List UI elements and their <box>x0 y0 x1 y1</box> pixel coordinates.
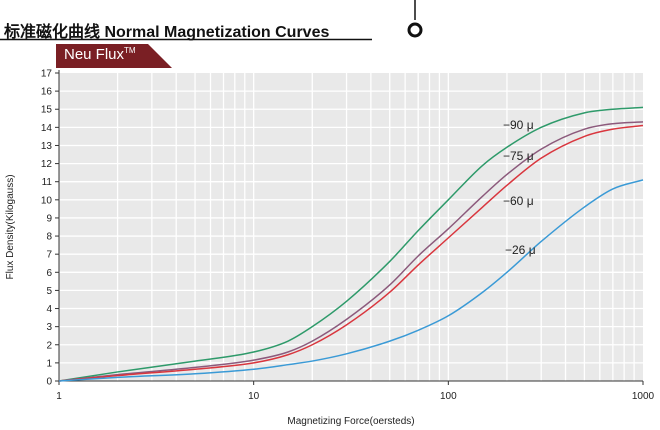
x-tick-label: 100 <box>440 391 457 402</box>
axes <box>58 70 643 382</box>
y-tick-label: 15 <box>41 105 53 116</box>
grid <box>59 73 643 381</box>
series-line <box>58 121 644 382</box>
brand-name: Neu FluxTM <box>64 46 136 63</box>
series-label: −75 μ <box>503 149 534 163</box>
y-tick-label: 7 <box>46 250 52 261</box>
y-tick-label: 16 <box>41 87 53 98</box>
y-tick-label: 10 <box>41 195 53 206</box>
brand-badge <box>56 44 172 68</box>
x-axis-label: Magnetizing Force(oersteds) <box>287 416 414 427</box>
plot-area <box>59 73 643 381</box>
trademark-mark: TM <box>124 46 136 55</box>
y-tick-label: 1 <box>46 358 52 369</box>
ring-icon <box>407 22 423 38</box>
x-tick-label: 10 <box>248 391 260 402</box>
y-tick-label: 2 <box>46 340 52 351</box>
series-label: −90 μ <box>503 118 534 132</box>
y-tick-label: 9 <box>46 213 52 224</box>
y-tick-label: 6 <box>46 268 52 279</box>
brand-name-text: Neu Flux <box>64 46 125 63</box>
y-axis-label: Flux Density(Kilogauss) <box>5 174 16 279</box>
y-tick-label: 17 <box>41 69 53 80</box>
x-tick-label: 1000 <box>632 391 655 402</box>
y-tick-label: 14 <box>41 123 53 134</box>
series-label: −26 μ <box>505 243 536 257</box>
y-tick-label: 8 <box>46 232 52 243</box>
y-tick-label: 4 <box>46 304 52 315</box>
series-line <box>58 106 644 382</box>
page-title: 标准磁化曲线 Normal Magnetization Curves <box>4 24 330 41</box>
x-tick-label: 1 <box>56 391 62 402</box>
y-tick-label: 12 <box>41 159 53 170</box>
series-line <box>58 179 644 382</box>
series <box>58 106 644 382</box>
y-tick-label: 0 <box>46 377 52 388</box>
y-tick-label: 11 <box>42 177 53 188</box>
series-labels: −90 μ −75 μ −60 μ −26 μ <box>503 118 536 257</box>
y-tick-label: 3 <box>46 322 52 333</box>
y-tick-label: 5 <box>46 286 52 297</box>
y-tick-label: 13 <box>41 141 53 152</box>
header-decoration <box>0 0 423 41</box>
series-line <box>58 124 644 382</box>
series-label: −60 μ <box>503 194 534 208</box>
